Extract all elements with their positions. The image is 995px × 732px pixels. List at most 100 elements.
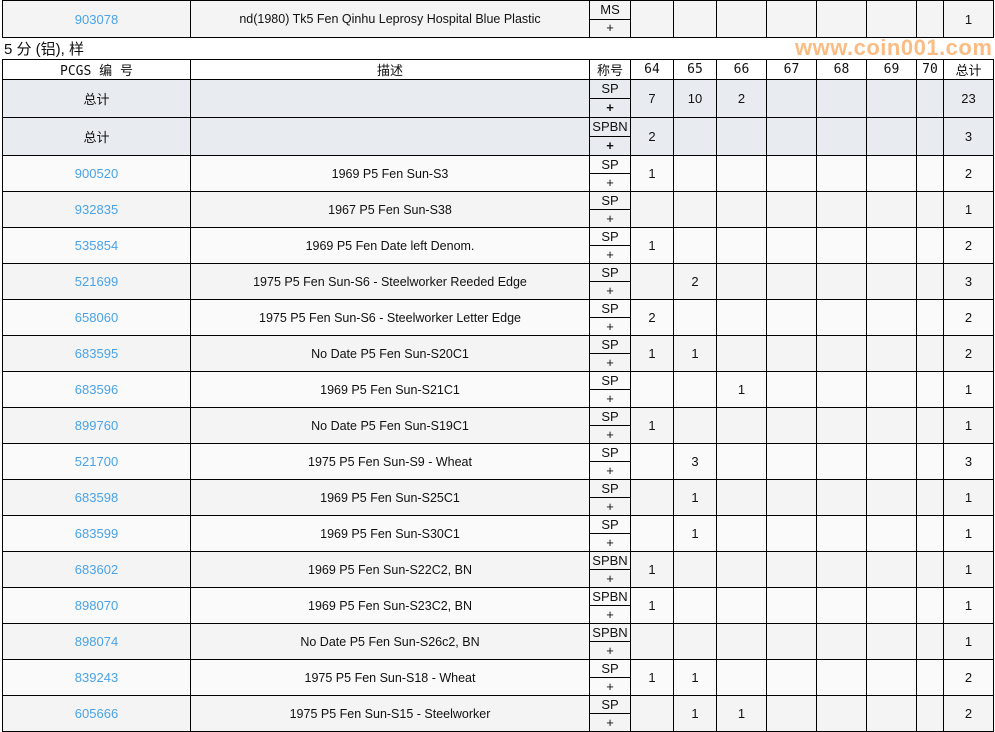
- plus-toggle[interactable]: +: [606, 138, 614, 153]
- grade-count: [866, 79, 917, 118]
- row-total: 2: [943, 335, 994, 372]
- grade-count: [916, 227, 944, 264]
- pcgs-number-link[interactable]: 683595: [2, 335, 191, 372]
- designation-cell: SP +: [589, 407, 631, 444]
- section-title: 5 分 (铝), 样: [4, 41, 85, 58]
- grade-count: [916, 407, 944, 444]
- grade-count: 1: [716, 695, 767, 732]
- plus-toggle[interactable]: +: [606, 282, 614, 298]
- grade-count: [766, 587, 817, 624]
- grade-count: [916, 335, 944, 372]
- grade-count: [916, 551, 944, 588]
- pcgs-number-link[interactable]: 932835: [2, 191, 191, 228]
- plus-toggle[interactable]: +: [606, 100, 614, 115]
- description: 1975 P5 Fen Sun-S6 - Steelworker Reeded …: [190, 263, 590, 300]
- description: 1969 P5 Fen Sun-S30C1: [190, 515, 590, 552]
- plus-toggle[interactable]: +: [606, 570, 614, 586]
- pcgs-number-link[interactable]: 521700: [2, 443, 191, 480]
- plus-toggle[interactable]: +: [606, 174, 614, 190]
- plus-toggle[interactable]: +: [606, 678, 614, 694]
- plus-toggle[interactable]: +: [606, 606, 614, 622]
- row-total: 3: [943, 117, 994, 156]
- header-grade-68: 68: [816, 59, 867, 80]
- previous-section-table: 903078 nd(1980) Tk5 Fen Qinhu Leprosy Hos…: [2, 0, 994, 38]
- grade-count: [766, 227, 817, 264]
- row-total: 2: [943, 227, 994, 264]
- plus-toggle[interactable]: +: [606, 642, 614, 658]
- pcgs-number-link[interactable]: 903078: [2, 0, 191, 38]
- pcgs-number-link[interactable]: 898070: [2, 587, 191, 624]
- grade-count: [630, 623, 674, 660]
- pcgs-number-link[interactable]: 521699: [2, 263, 191, 300]
- pcgs-number-link[interactable]: 899760: [2, 407, 191, 444]
- row-total: 23: [943, 79, 994, 118]
- plus-toggle[interactable]: +: [606, 318, 614, 334]
- pcgs-number-link[interactable]: 658060: [2, 299, 191, 336]
- pcgs-number-link[interactable]: 683598: [2, 479, 191, 516]
- grade-count: [716, 335, 767, 372]
- row-total: 2: [943, 695, 994, 732]
- plus-toggle[interactable]: +: [606, 246, 614, 262]
- grade-count: [766, 623, 817, 660]
- description: [190, 79, 590, 118]
- description: 1975 P5 Fen Sun-S18 - Wheat: [190, 659, 590, 696]
- grade-count: [716, 227, 767, 264]
- table-row: 总计 SPBN +2 3: [2, 117, 994, 156]
- designation-cell: SP +: [589, 299, 631, 336]
- grade-count: 1: [630, 551, 674, 588]
- grade-count: 7: [630, 79, 674, 118]
- grade-count: 1: [630, 587, 674, 624]
- grade-count: 3: [673, 443, 717, 480]
- grade-count: [766, 335, 817, 372]
- plus-toggle[interactable]: +: [606, 210, 614, 226]
- grade-count: [866, 155, 917, 192]
- grade-count: [816, 407, 867, 444]
- grade-count: [816, 479, 867, 516]
- pcgs-number-link[interactable]: 605666: [2, 695, 191, 732]
- description: 1969 P5 Fen Sun-S22C2, BN: [190, 551, 590, 588]
- description: 1975 P5 Fen Sun-S6 - Steelworker Letter …: [190, 299, 590, 336]
- pcgs-number-link[interactable]: 839243: [2, 659, 191, 696]
- grade-count: 1: [673, 479, 717, 516]
- grade-count: [866, 659, 917, 696]
- grade-count: [766, 117, 817, 156]
- grade-count: 1: [630, 659, 674, 696]
- grade-count: [866, 443, 917, 480]
- grade-count: [866, 227, 917, 264]
- pcgs-number-link[interactable]: 898074: [2, 623, 191, 660]
- designation: MS: [590, 2, 630, 20]
- grade-count: [630, 479, 674, 516]
- grade-count: [673, 191, 717, 228]
- table-row: 521699 1975 P5 Fen Sun-S6 - Steelworker R…: [2, 263, 994, 300]
- plus-toggle[interactable]: +: [606, 462, 614, 478]
- pcgs-number-link[interactable]: 683596: [2, 371, 191, 408]
- pcgs-number-link[interactable]: 900520: [2, 155, 191, 192]
- plus-toggle[interactable]: +: [606, 354, 614, 370]
- designation: SP: [590, 337, 630, 354]
- pcgs-number-link[interactable]: 535854: [2, 227, 191, 264]
- plus-toggle[interactable]: +: [606, 20, 614, 36]
- pcgs-number-link[interactable]: 683599: [2, 515, 191, 552]
- grade-count: [766, 695, 817, 732]
- grade-count: [866, 479, 917, 516]
- designation: SP: [590, 157, 630, 174]
- plus-toggle[interactable]: +: [606, 390, 614, 406]
- table-row: 683595 No Date P5 Fen Sun-S20C1 SP +1 1 2: [2, 335, 994, 372]
- plus-toggle[interactable]: +: [606, 498, 614, 514]
- grade-count: [766, 551, 817, 588]
- grade-count: [673, 155, 717, 192]
- grade-count: 1: [630, 407, 674, 444]
- plus-toggle[interactable]: +: [606, 714, 614, 730]
- total-label: 总计: [2, 117, 191, 156]
- row-total: 2: [943, 299, 994, 336]
- grade-count: [630, 371, 674, 408]
- grade-count: [766, 371, 817, 408]
- plus-toggle[interactable]: +: [606, 534, 614, 550]
- grade-count: [916, 263, 944, 300]
- pcgs-number-link[interactable]: 683602: [2, 551, 191, 588]
- plus-toggle[interactable]: +: [606, 426, 614, 442]
- row-total: 1: [943, 479, 994, 516]
- row-total: 1: [943, 623, 994, 660]
- grade-count: 1: [630, 335, 674, 372]
- header-grade-66: 66: [716, 59, 767, 80]
